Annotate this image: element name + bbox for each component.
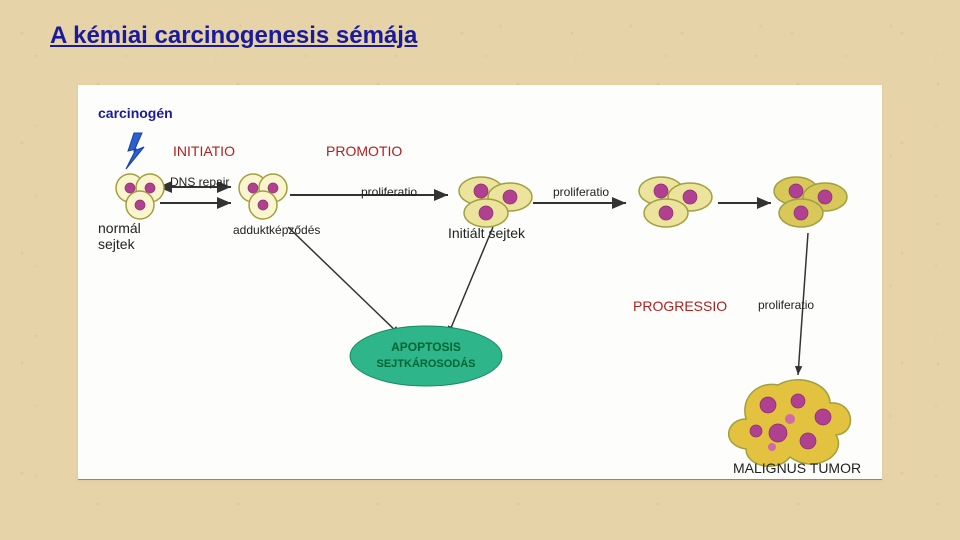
tumor	[729, 380, 851, 466]
cells-promoted	[639, 177, 712, 227]
label-dns-repair: DNS repair	[170, 175, 229, 189]
label-prolif1: proliferatio	[361, 185, 417, 199]
bolt-icon	[126, 133, 144, 169]
label-normal-cells: normál sejtek	[98, 220, 141, 252]
apoptosis-ellipse	[350, 326, 502, 386]
apoptosis-label2: SEJTKÁROSODÁS	[376, 357, 475, 370]
label-malignus: MALIGNUS TUMOR	[733, 460, 861, 476]
label-addukt: adduktképződés	[233, 223, 320, 237]
diagram-panel: APOPTOSIS SEJTKÁROSODÁS carcinogén INITI…	[78, 85, 882, 480]
cells-normal	[116, 174, 164, 219]
label-prolif3: proliferatio	[758, 298, 814, 312]
label-initiated: Initiált sejtek	[448, 225, 525, 241]
apoptosis-label1: APOPTOSIS	[391, 340, 461, 354]
label-prolif2: proliferatio	[553, 185, 609, 199]
arrow-to-apop1	[288, 227, 400, 335]
cells-progress	[774, 177, 847, 227]
cells-initiated	[459, 177, 532, 227]
page-title: A kémiai carcinogenesis sémája	[50, 22, 417, 50]
label-promotio: PROMOTIO	[326, 143, 402, 159]
label-initiatio: INITIATIO	[173, 143, 235, 159]
arrow-to-apop2	[448, 227, 493, 335]
label-carcinogen: carcinogén	[98, 105, 173, 121]
cells-adduct	[239, 174, 287, 219]
label-progressio: PROGRESSIO	[633, 298, 727, 314]
